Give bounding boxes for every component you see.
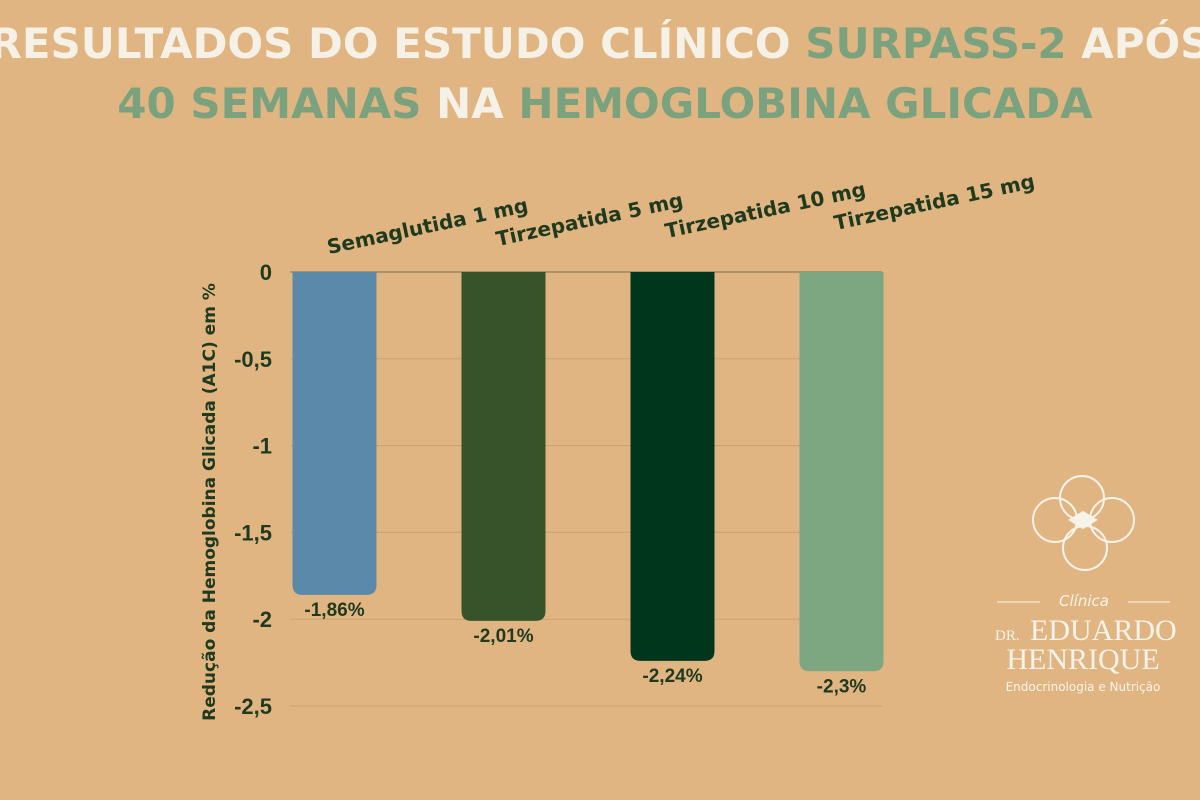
- title-part: RESULTADOS DO ESTUDO CLÍNICO: [0, 18, 791, 68]
- title-part: 40 SEMANAS: [117, 79, 421, 128]
- bar: [292, 272, 377, 595]
- logo-text: Clínica: [1059, 592, 1109, 610]
- y-tick-label: -1: [252, 434, 272, 459]
- logo: [997, 475, 1170, 603]
- logo-text: HENRIQUE: [1006, 643, 1159, 676]
- logo-text: EDUARDO: [1030, 614, 1177, 647]
- bar: [799, 272, 884, 672]
- y-tick-label: -2: [252, 607, 272, 632]
- bar: [461, 272, 546, 621]
- title-part: HEMOGLOBINA GLICADA: [518, 79, 1093, 128]
- y-tick-label: -0,5: [234, 347, 272, 372]
- logo-star: [1068, 510, 1098, 530]
- value-label: -1,86%: [304, 600, 364, 621]
- bar: [630, 272, 715, 661]
- y-tick-label: -2,5: [234, 694, 272, 719]
- value-label: -2,01%: [473, 626, 533, 647]
- chart-title: RESULTADOS DO ESTUDO CLÍNICO SURPASS-2 A…: [0, 18, 1200, 68]
- y-axis-label: Redução da Hemoglobina Glicada (A1C) em …: [200, 283, 220, 721]
- chart-title: 40 SEMANAS NA HEMOGLOBINA GLICADA: [117, 79, 1093, 128]
- title-part: APÓS: [1081, 18, 1200, 68]
- value-label: -2,3%: [817, 676, 867, 697]
- y-tick-label: -1,5: [234, 520, 272, 545]
- value-label: -2,24%: [642, 666, 702, 687]
- title-part: NA: [436, 79, 504, 128]
- logo-text: Endocrinologia e Nutrição: [1006, 680, 1161, 694]
- title-part: SURPASS-2: [805, 19, 1066, 68]
- y-tick-label: 0: [260, 260, 272, 285]
- logo-text: DR.: [995, 628, 1020, 644]
